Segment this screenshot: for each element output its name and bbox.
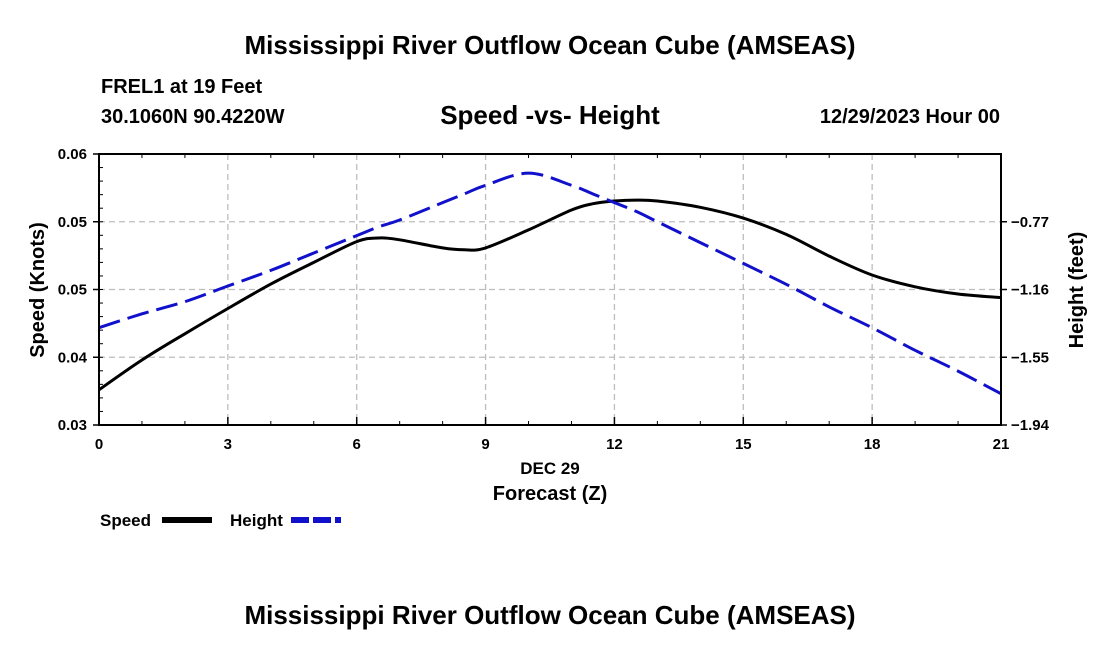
y-tick-label: 0.05 — [58, 214, 87, 231]
x-tick-label: 21 — [993, 436, 1010, 453]
x-tick-label: 3 — [224, 436, 232, 453]
station-coords: 30.1060N 90.4220W — [101, 106, 285, 128]
y-tick-label: 0.05 — [58, 282, 87, 299]
legend-speed-label: Speed — [100, 511, 151, 530]
grid-layer — [99, 154, 1001, 425]
y-tick-label: 0.04 — [58, 349, 88, 366]
legend: Speed Height — [100, 511, 341, 530]
series-layer — [98, 171, 1002, 396]
speed-height-chart: 0 3 6 9 12 15 18 21 0.03 0.04 0.05 0.05 0.06 −1.94 −1.… — [27, 146, 1088, 530]
legend-height-label: Height — [230, 511, 283, 530]
forecast-date: 12/29/2023 Hour 00 — [819, 106, 1000, 128]
x-tick-label: 9 — [481, 436, 489, 453]
x-axis-label: Forecast (Z) — [493, 483, 607, 505]
series-line-speed — [98, 198, 1002, 392]
y2-axis-label: Height (feet) — [1066, 232, 1088, 349]
station-label: FREL1 at 19 Feet — [101, 76, 263, 98]
chart-title: Speed -vs- Height — [440, 100, 660, 130]
y-tick-label: 0.06 — [58, 146, 87, 163]
x-tick-label: 0 — [95, 436, 103, 453]
y-tick-label: 0.03 — [58, 417, 87, 434]
tick-layer: 0 3 6 9 12 15 18 21 0.03 0.04 0.05 0.05 0.06 −1.94 −1.… — [58, 146, 1050, 453]
y-axis-label: Speed (Knots) — [27, 222, 49, 358]
x-tick-label: 6 — [353, 436, 361, 453]
x-tick-label: 18 — [864, 436, 881, 453]
x-tick-label: 12 — [606, 436, 623, 453]
y2-tick-label: −1.16 — [1011, 282, 1049, 299]
y2-tick-label: −1.55 — [1011, 349, 1049, 366]
x-date-label: DEC 29 — [520, 459, 580, 478]
y2-tick-label: −1.94 — [1011, 417, 1050, 434]
y2-tick-label: −0.77 — [1011, 214, 1049, 231]
page-title: Mississippi River Outflow Ocean Cube (AM… — [244, 30, 856, 60]
footer-title: Mississippi River Outflow Ocean Cube (AM… — [244, 600, 856, 630]
x-tick-label: 15 — [735, 436, 752, 453]
label-layer: DEC 29 Forecast (Z) Speed (Knots) Height… — [27, 222, 1088, 505]
series-line-height — [98, 171, 1002, 396]
